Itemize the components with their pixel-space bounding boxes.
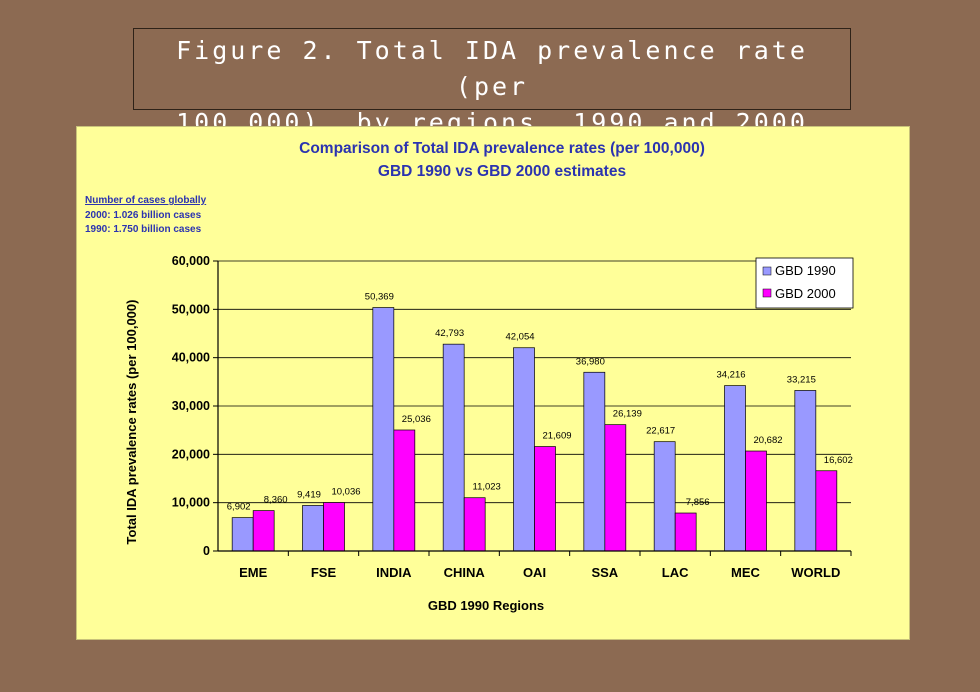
global-cases-1990: 1990: 1.750 billion cases [85,224,202,235]
y-tick-label: 50,000 [172,302,210,316]
bar-gbd-2000 [604,424,627,552]
data-label: 42,054 [505,332,534,343]
bar-gbd-1990 [442,343,465,552]
data-label: 50,369 [365,292,394,303]
bar-gbd-1990 [724,385,746,552]
data-label: 26,139 [613,409,642,420]
bar-gbd-2000 [463,497,486,552]
legend-swatch-gbd-2000 [762,288,772,298]
data-label: 36,980 [576,356,605,367]
data-label: 8,360 [264,495,288,506]
bar-gbd-1990 [372,307,395,552]
bar-gbd-1990 [583,371,606,552]
data-label: 16,602 [824,455,853,466]
x-category-label: OAI [523,565,546,580]
chart-title: Comparison of Total IDA prevalence rates… [299,140,705,157]
y-tick-label: 0 [203,544,210,558]
y-tick-label: 40,000 [172,351,210,365]
x-category-label: MEC [731,565,761,580]
bar-gbd-1990 [794,390,817,552]
y-axis-title: Total IDA prevalence rates (per 100,000) [124,300,139,545]
slide-title-line-1: Figure 2. Total IDA prevalence rate (per [176,36,808,101]
x-category-label: WORLD [791,565,840,580]
x-category-label: SSA [591,565,618,580]
data-label: 42,793 [435,328,464,339]
data-label: 33,215 [787,374,816,385]
data-label: 20,682 [753,435,782,446]
bar-gbd-1990 [653,441,676,552]
x-category-label: CHINA [444,565,486,580]
data-label: 34,216 [716,370,745,381]
legend: GBD 1990 GBD 2000 [755,257,854,309]
bar-gbd-1990 [231,517,254,552]
bar-chart: Comparison of Total IDA prevalence rates… [85,140,854,613]
y-tick-label: 20,000 [172,447,210,461]
bar-gbd-1990 [513,347,535,552]
data-label: 21,609 [542,431,571,442]
bar-gbd-2000 [393,429,416,552]
data-label: 10,036 [331,486,360,497]
x-category-label: INDIA [376,565,412,580]
value-labels: 6,902 8,360 9,419 10,036 50,369 25,036 42,793 1… [227,292,853,513]
legend-box [755,257,854,309]
bar-gbd-1990 [302,505,324,552]
data-label: 7,856 [686,497,710,508]
x-category-label: FSE [311,565,337,580]
chart-subtitle: GBD 1990 vs GBD 2000 estimates [378,163,626,180]
x-axis-title: GBD 1990 Regions [428,598,544,613]
legend-swatch-gbd-1990 [762,266,772,276]
data-label: 25,036 [402,414,431,425]
bar-gbd-2000 [674,512,697,552]
global-cases-heading: Number of cases globally [85,195,207,206]
bar-gbd-2000 [815,470,838,552]
bars [231,307,838,552]
bar-gbd-2000 [745,450,767,552]
bar-gbd-2000 [252,510,275,552]
data-label: 11,023 [472,482,500,493]
slide-title: Figure 2. Total IDA prevalence rate (per… [133,28,851,137]
x-category-label: LAC [662,565,689,580]
y-tick-label: 60,000 [172,254,210,268]
data-label: 22,617 [646,426,675,437]
data-label: 6,902 [227,502,251,513]
x-category-label: EME [239,565,268,580]
bar-gbd-2000 [534,446,556,552]
chart-panel: Comparison of Total IDA prevalence rates… [76,126,910,640]
y-tick-label: 10,000 [172,496,210,510]
data-label: 9,419 [297,489,321,500]
y-tick-label: 30,000 [172,399,210,413]
global-cases-2000: 2000: 1.026 billion cases [85,210,202,221]
bar-gbd-2000 [323,502,345,552]
axes: 0 10,000 20,000 30,000 40,000 50,000 60,000 EME… [172,254,852,580]
legend-label-gbd-1990: GBD 1990 [775,263,836,278]
legend-label-gbd-2000: GBD 2000 [775,286,836,301]
